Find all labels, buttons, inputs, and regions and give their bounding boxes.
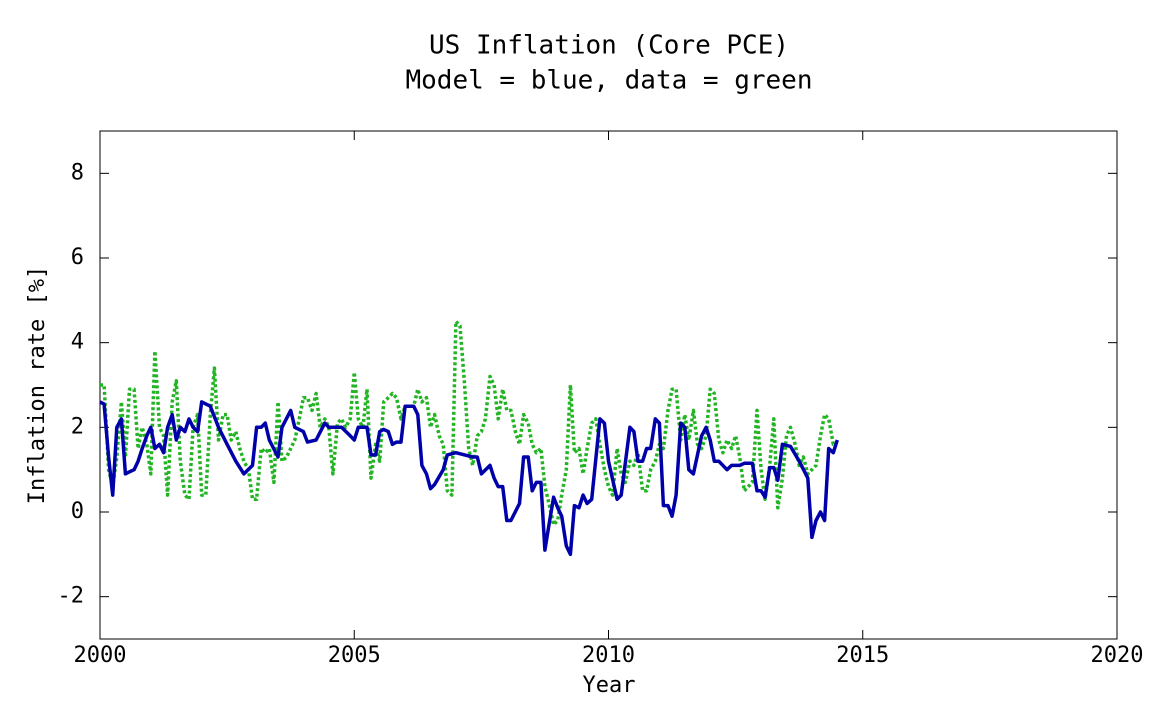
y-axis-label: Inflation rate [%] [25,266,50,504]
x-tick-label: 2010 [582,643,635,668]
y-tick-label: 6 [71,245,84,270]
chart-subtitle: Model = blue, data = green [406,66,813,96]
y-tick-label: 8 [71,160,84,185]
x-tick-label: 2015 [836,643,889,668]
chart-title: US Inflation (Core PCE) [429,31,789,61]
y-tick-label: -2 [58,584,85,609]
y-tick-label: 2 [71,414,84,439]
y-tick-label: 4 [71,330,84,355]
line-series [99,400,839,557]
plot-frame [99,130,1118,640]
x-tick-label: 2005 [328,643,381,668]
y-tick-label: 0 [71,499,84,524]
x-tick-label: 2000 [74,643,127,668]
x-axis-label: Year [583,673,636,698]
x-tick-label: 2020 [1091,643,1144,668]
line-series [100,319,838,527]
